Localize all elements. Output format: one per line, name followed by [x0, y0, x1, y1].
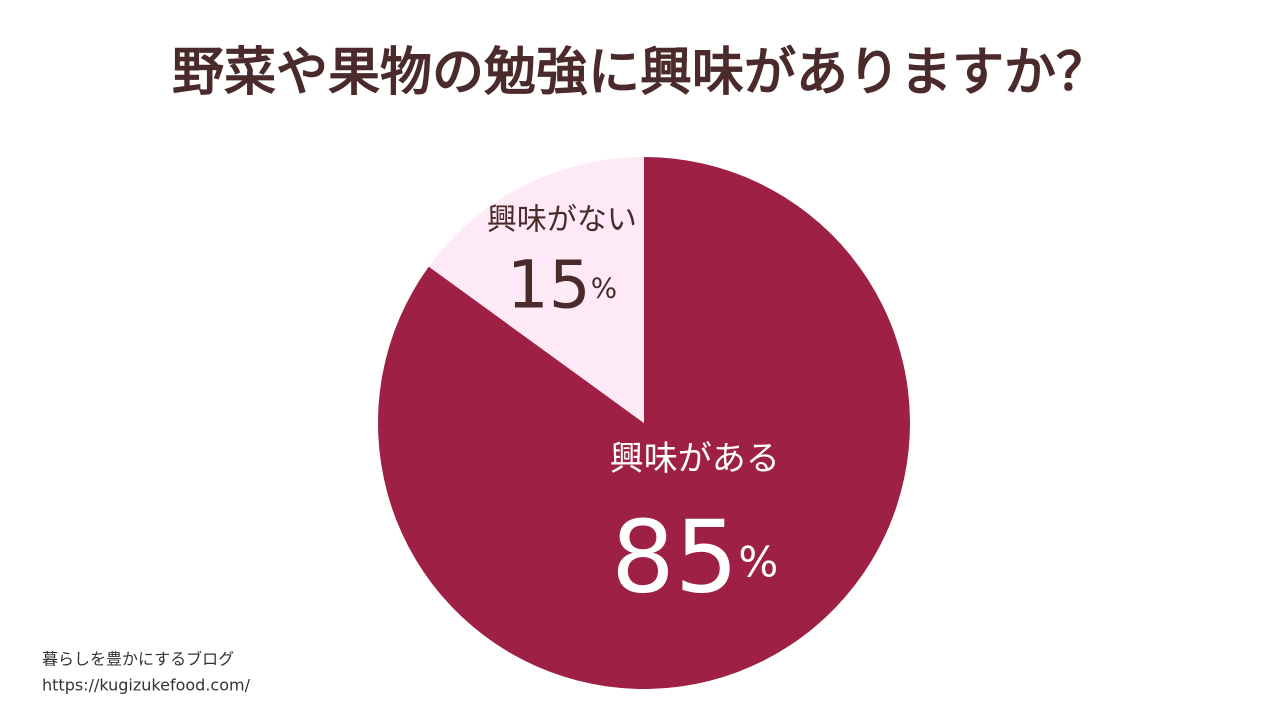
slice-category-label: 興味がある [610, 439, 780, 479]
pie-slice [428, 157, 644, 423]
slice-value-label: 15% [507, 247, 617, 324]
footer-text: 暮らしを豊かにするブログ [42, 650, 234, 669]
chart-title: 野菜や果物の勉強に興味がありますか？ [172, 43, 1108, 103]
slice-value-label: 85% [611, 499, 778, 616]
slice-category-label: 興味がない [487, 202, 637, 237]
footer-text: https://kugizukefood.com/ [42, 676, 251, 695]
